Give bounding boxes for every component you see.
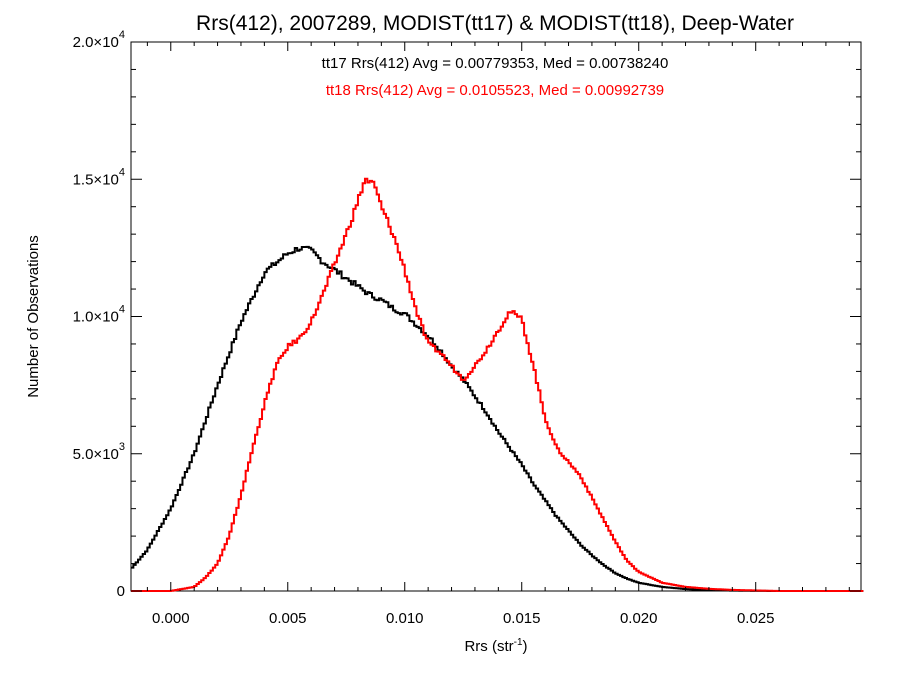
x-tick-label: 0.010 (386, 610, 424, 627)
x-tick-label: 0.005 (269, 610, 307, 627)
y-tick-exponent: 4 (119, 29, 125, 41)
x-axis-label: Rrs (str-1) (464, 637, 527, 655)
x-tick-label: 0.015 (503, 610, 541, 627)
x-tick-label: 0.025 (737, 610, 775, 627)
x-axis-label-main: Rrs (str (464, 638, 513, 655)
annotations: tt17 Rrs(412) Avg = 0.00779353, Med = 0.… (322, 55, 669, 99)
x-tick-label: 0.000 (152, 610, 190, 627)
x-axis-ticks: 0.000 0.005 0.010 0.015 0.020 0.025 (146, 42, 850, 627)
y-tick-exponent: 4 (119, 166, 125, 178)
annotation-1: tt17 Rrs(412) Avg = 0.00779353, Med = 0.… (322, 55, 669, 72)
y-axis-label: Number of Observations (25, 235, 42, 398)
y-tick-label: 1.5×104 (73, 166, 125, 188)
series-1-line (131, 245, 864, 592)
y-tick-exponent: 4 (119, 304, 125, 316)
x-axis-label-suffix: ) (523, 638, 528, 655)
y-tick-mantissa: 5.0×10 (73, 446, 119, 463)
y-tick-label: 1.0×104 (73, 304, 125, 326)
annotation-2: tt18 Rrs(412) Avg = 0.0105523, Med = 0.0… (326, 82, 664, 99)
y-tick-mantissa: 0 (117, 583, 125, 600)
series-2-line (131, 177, 864, 592)
y-tick-label: 5.0×103 (73, 441, 125, 463)
y-tick-label: 2.0×104 (73, 29, 125, 51)
y-tick-label: 0 (117, 583, 125, 600)
x-tick-label: 0.020 (620, 610, 658, 627)
chart-title: Rrs(412), 2007289, MODIST(tt17) & MODIST… (196, 12, 794, 35)
x-axis-label-exponent: -1 (514, 637, 523, 648)
y-tick-mantissa: 2.0×10 (73, 34, 119, 51)
y-tick-mantissa: 1.0×10 (73, 309, 119, 326)
y-tick-exponent: 3 (119, 441, 125, 453)
y-tick-mantissa: 1.5×10 (73, 171, 119, 188)
series-group (131, 177, 864, 592)
